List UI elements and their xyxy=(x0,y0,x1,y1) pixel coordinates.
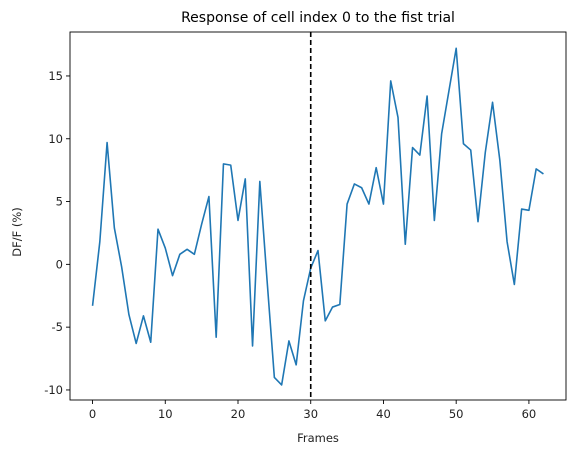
x-tick-label: 10 xyxy=(158,407,173,421)
chart-title: Response of cell index 0 to the fist tri… xyxy=(181,10,455,26)
plot-border xyxy=(69,31,567,401)
x-tick-label: 0 xyxy=(89,407,96,421)
y-axis-label: DF/F (%) xyxy=(10,207,24,257)
y-tick-label: 15 xyxy=(48,69,63,83)
y-tick-label: -10 xyxy=(44,383,63,397)
x-tick-label: 60 xyxy=(522,407,537,421)
y-tick-label: -5 xyxy=(52,320,63,334)
x-axis-label: Frames xyxy=(297,431,339,445)
y-tick-label: 10 xyxy=(48,132,63,146)
series-layer xyxy=(91,47,544,386)
series-line-0 xyxy=(91,47,544,386)
y-tick-label: 5 xyxy=(56,195,63,209)
x-tick-label: 50 xyxy=(449,407,464,421)
x-tick-label: 20 xyxy=(231,407,246,421)
x-axis-ticks: 0 10 20 30 40 50 60 xyxy=(89,400,536,421)
x-tick-label: 40 xyxy=(376,407,391,421)
x-tick-label: 30 xyxy=(303,407,318,421)
y-axis-ticks: -10 -5 0 5 10 15 xyxy=(44,69,70,397)
y-tick-label: 0 xyxy=(56,257,63,271)
plot-frame xyxy=(69,31,567,401)
